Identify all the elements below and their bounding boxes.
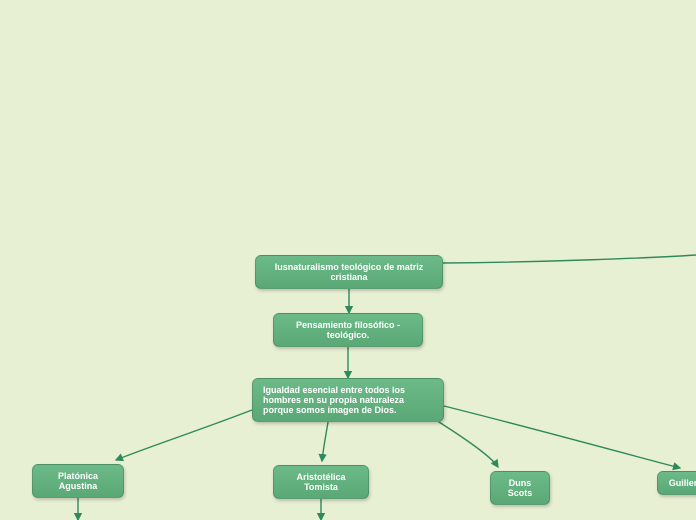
node-n3[interactable]: Igualdad esencial entre todos los hombre… — [252, 378, 444, 422]
edge — [116, 410, 252, 460]
node-label: Pensamiento filosófico - teológico. — [296, 320, 400, 340]
node-label: Igualdad esencial entre todos los hombre… — [263, 385, 405, 415]
node-n5[interactable]: Aristotélica Tomista — [273, 465, 369, 499]
edge — [444, 406, 680, 468]
node-n1[interactable]: Iusnaturalismo teológico de matriz crist… — [255, 255, 443, 289]
node-n6[interactable]: Duns Scots — [490, 471, 550, 505]
node-label: Iusnaturalismo teológico de matriz crist… — [275, 262, 424, 282]
node-n2[interactable]: Pensamiento filosófico - teológico. — [273, 313, 423, 347]
node-label: Aristotélica Tomista — [296, 472, 345, 492]
node-n7[interactable]: Guillerm — [657, 471, 696, 495]
node-n4[interactable]: Platónica Agustina — [32, 464, 124, 498]
edge — [443, 255, 696, 263]
node-label: Platónica Agustina — [58, 471, 98, 491]
node-label: Guillerm — [669, 478, 696, 488]
node-label: Duns Scots — [508, 478, 533, 498]
